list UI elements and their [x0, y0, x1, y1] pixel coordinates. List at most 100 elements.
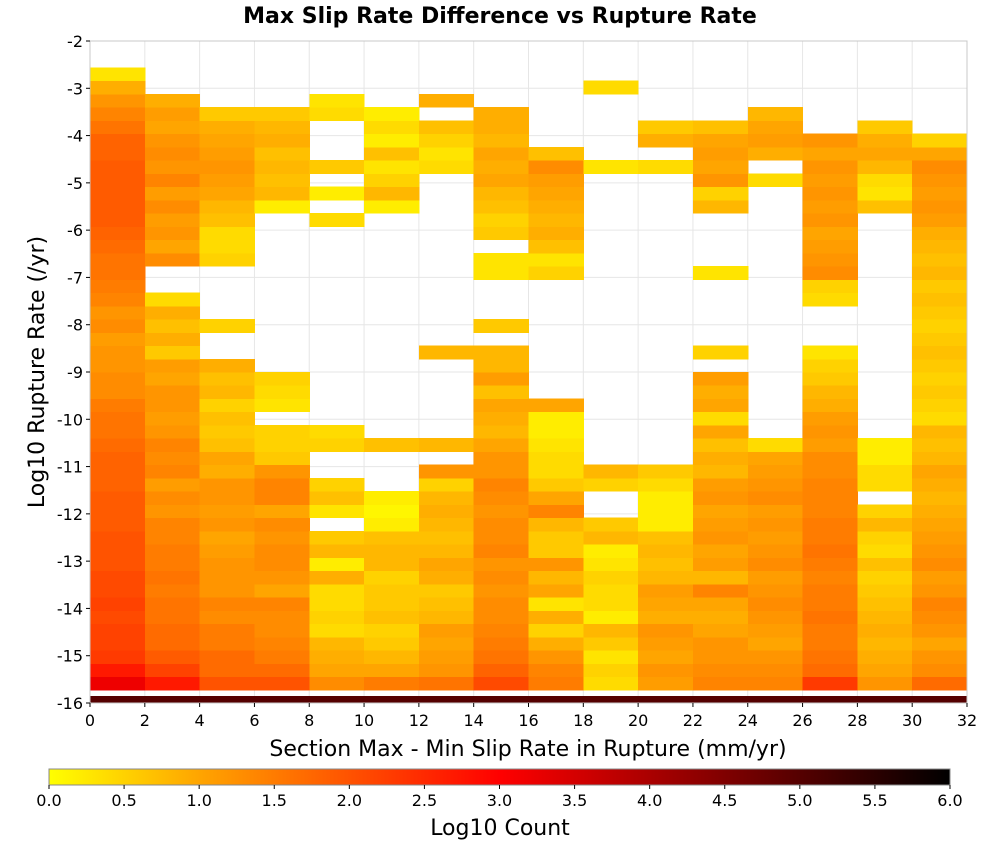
- heatmap-cell: [364, 610, 420, 625]
- heatmap-cell: [912, 199, 968, 214]
- heatmap-cell: [90, 597, 146, 611]
- heatmap-cell: [90, 583, 146, 598]
- heatmap-cell: [638, 663, 694, 678]
- heatmap-cell: [692, 160, 749, 174]
- heatmap-cell: [254, 133, 310, 148]
- heatmap-cell: [912, 597, 968, 611]
- heatmap-cell: [254, 477, 310, 492]
- x-tick-label: 6: [249, 711, 259, 730]
- heatmap-cell: [144, 385, 201, 399]
- heatmap-cell: [364, 663, 420, 678]
- heatmap-cell: [747, 663, 804, 678]
- heatmap-cell: [638, 557, 694, 572]
- heatmap-cell: [364, 199, 420, 214]
- heatmap-cell: [857, 438, 913, 452]
- heatmap-cell: [90, 120, 146, 135]
- heatmap-cell: [90, 332, 146, 347]
- heatmap-cell: [144, 239, 201, 254]
- heatmap-cell: [692, 398, 749, 413]
- colorbar-tick-label: 1.0: [186, 791, 211, 810]
- x-tick-label: 14: [464, 711, 484, 730]
- heatmap-cell: [418, 438, 475, 452]
- x-tick-label: 32: [957, 711, 977, 730]
- heatmap-cell: [473, 636, 529, 651]
- heatmap-cell: [418, 93, 475, 108]
- colorbar-tick-label: 6.0: [937, 791, 962, 810]
- heatmap-cell: [144, 345, 201, 360]
- heatmap-cell: [418, 530, 475, 545]
- heatmap-cell: [583, 583, 639, 598]
- heatmap-cell: [692, 345, 749, 360]
- heatmap-cell: [528, 530, 584, 545]
- heatmap-cell: [747, 597, 804, 611]
- heatmap-cell: [90, 650, 146, 664]
- heatmap-cell: [473, 530, 529, 545]
- heatmap-cell: [857, 517, 913, 532]
- heatmap-cell: [199, 438, 255, 452]
- heatmap-cell: [144, 173, 201, 188]
- heatmap-cell: [199, 385, 255, 399]
- heatmap-cell: [638, 160, 694, 174]
- x-tick-label: 28: [847, 711, 867, 730]
- heatmap-cell: [528, 186, 584, 201]
- heatmap-cell: [144, 424, 201, 439]
- heatmap-cell: [199, 517, 255, 532]
- heatmap-cell: [583, 477, 639, 492]
- heatmap-cell: [912, 570, 968, 585]
- heatmap-cell: [473, 504, 529, 519]
- heatmap-cell: [747, 650, 804, 664]
- colorbar-tick-label: 0.5: [111, 791, 136, 810]
- heatmap-cell: [364, 133, 420, 148]
- heatmap-cell: [692, 696, 749, 704]
- heatmap-cell: [144, 133, 201, 148]
- heatmap-cell: [473, 477, 529, 492]
- heatmap-cell: [309, 570, 365, 585]
- heatmap-cell: [90, 424, 146, 439]
- heatmap-cell: [638, 477, 694, 492]
- heatmap-cell: [802, 491, 858, 505]
- heatmap-cell: [747, 610, 804, 625]
- heatmap-cell: [144, 199, 201, 214]
- heatmap-cell: [912, 292, 968, 307]
- heatmap-cell: [199, 544, 255, 558]
- heatmap-cell: [309, 530, 365, 545]
- heatmap-cell: [364, 530, 420, 545]
- heatmap-cell: [199, 173, 255, 188]
- heatmap-cell: [528, 438, 584, 452]
- heatmap-cell: [528, 610, 584, 625]
- heatmap-cell: [144, 623, 201, 638]
- heatmap-cell: [528, 570, 584, 585]
- heatmap-cell: [254, 451, 310, 466]
- heatmap-cell: [199, 319, 255, 333]
- heatmap-cell: [473, 107, 529, 121]
- heatmap-cell: [638, 623, 694, 638]
- heatmap-cell: [857, 676, 913, 691]
- heatmap-cell: [90, 385, 146, 399]
- x-tick-label: 4: [195, 711, 205, 730]
- heatmap-cell: [747, 438, 804, 452]
- heatmap-cell: [309, 610, 365, 625]
- heatmap-cell: [583, 464, 639, 479]
- heatmap-cell: [583, 80, 639, 95]
- heatmap-cell: [583, 557, 639, 572]
- x-tick-label: 2: [140, 711, 150, 730]
- heatmap-cell: [309, 504, 365, 519]
- heatmap-cell: [254, 663, 310, 678]
- x-axis-ticks: 0 2 4 6 8 10 12 14 16 18 20 22 24 26 28 30 32: [85, 703, 977, 730]
- heatmap-cell: [692, 544, 749, 558]
- heatmap-cell: [747, 544, 804, 558]
- heatmap-cell: [473, 438, 529, 452]
- heatmap-cell: [912, 398, 968, 413]
- heatmap-cell: [144, 544, 201, 558]
- heatmap-cell: [254, 107, 310, 121]
- heatmap-cell: [692, 146, 749, 161]
- heatmap-cell: [309, 663, 365, 678]
- heatmap-cell: [747, 464, 804, 479]
- heatmap-cell: [692, 372, 749, 386]
- heatmap-cell: [857, 570, 913, 585]
- heatmap-cell: [747, 133, 804, 148]
- heatmap-cell: [857, 557, 913, 572]
- heatmap-cell: [692, 120, 749, 135]
- heatmap-cell: [90, 80, 146, 95]
- heatmap-cell: [364, 517, 420, 532]
